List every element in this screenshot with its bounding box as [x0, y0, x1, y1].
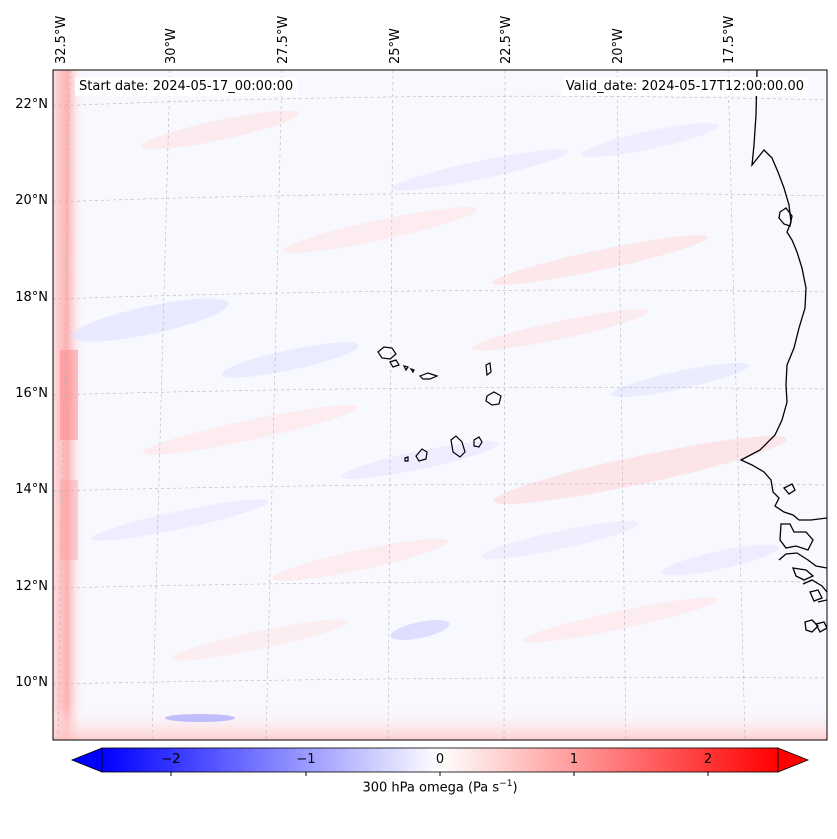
latitude-label: 12°N — [15, 579, 48, 594]
colorbar-gradient — [101, 747, 779, 773]
colorbar-tick-label: 0 — [435, 752, 445, 767]
latitude-label: 16°N — [15, 386, 48, 401]
omega-field — [53, 70, 827, 740]
colorbar-extend-max — [777, 747, 810, 773]
latitude-label: 14°N — [15, 482, 48, 497]
latitude-label: 20°N — [15, 193, 48, 208]
colorbar-tick-label: 2 — [703, 752, 713, 767]
colorbar-tick-label: −1 — [296, 752, 316, 767]
colorbar-title-exponent: −1 — [499, 779, 513, 789]
map-frame — [52, 69, 828, 741]
longitude-label: 27.5°W — [276, 15, 291, 64]
longitude-label: 20°W — [611, 28, 626, 64]
african-coastline — [739, 70, 827, 633]
colorbar — [70, 747, 810, 776]
colorbar-extend-min — [70, 747, 103, 773]
graticule — [53, 70, 827, 740]
longitude-label: 32.5°W — [54, 15, 69, 64]
start-date-label: Start date: 2024-05-17_00:00:00 — [75, 77, 298, 96]
latitude-label: 18°N — [15, 290, 48, 305]
longitude-label: 17.5°W — [722, 15, 737, 64]
latitude-label: 10°N — [15, 675, 48, 690]
colorbar-tick-label: 1 — [569, 752, 579, 767]
cape-verde-islands — [377, 346, 502, 462]
colorbar-title: 300 hPa omega (Pa s−1) — [0, 779, 837, 795]
longitude-label: 30°W — [164, 28, 179, 64]
valid-date-label: Valid_date: 2024-05-17T12:00:00.00 — [561, 77, 808, 96]
colorbar-tick-label: −2 — [161, 752, 181, 767]
latitude-label: 22°N — [15, 97, 48, 112]
longitude-label: 22.5°W — [499, 15, 514, 64]
colorbar-title-suffix: ) — [512, 780, 518, 796]
longitude-label: 25°W — [388, 28, 403, 64]
colorbar-title-prefix: 300 hPa omega (Pa s — [362, 780, 500, 796]
